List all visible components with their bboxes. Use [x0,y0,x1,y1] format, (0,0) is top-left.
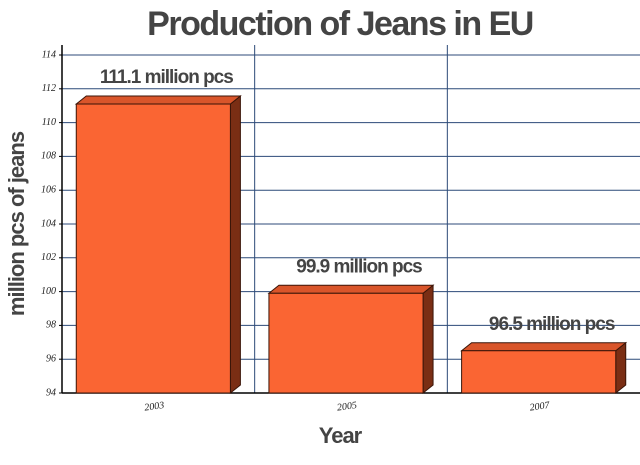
y-tick-label: 108 [41,151,56,162]
bar [268,292,424,394]
bar-side [615,341,627,395]
y-tick-label: 112 [42,83,56,94]
value-label: 96.5 million pcs [489,314,615,335]
bar-side [229,94,241,395]
bar [461,350,617,394]
y-tick-label: 110 [42,117,56,128]
bar-side [422,284,434,395]
y-tick-label: 106 [41,184,56,195]
value-label: 99.9 million pcs [296,256,422,277]
y-tick-label: 94 [46,387,56,398]
x-axis-title: Year [319,423,363,448]
y-tick-label: 114 [42,49,56,60]
y-tick-label: 104 [41,218,56,229]
chart-title: Production of Jeans in EU [147,5,533,43]
y-tick-label: 98 [46,320,56,331]
bar-top [267,284,435,294]
bar-top [74,95,242,105]
x-tick-label: 2007 [529,400,551,414]
y-tick-label: 96 [46,353,56,364]
y-axis-title: million pcs of jeans [4,131,29,316]
x-tick-label: 2005 [336,400,357,414]
x-tick-label: 2003 [144,400,165,414]
y-tick-label: 100 [41,286,56,297]
bar [75,103,231,394]
bar-top [460,342,628,352]
y-tick-label: 102 [41,252,56,263]
value-label: 111.1 million pcs [100,67,233,88]
